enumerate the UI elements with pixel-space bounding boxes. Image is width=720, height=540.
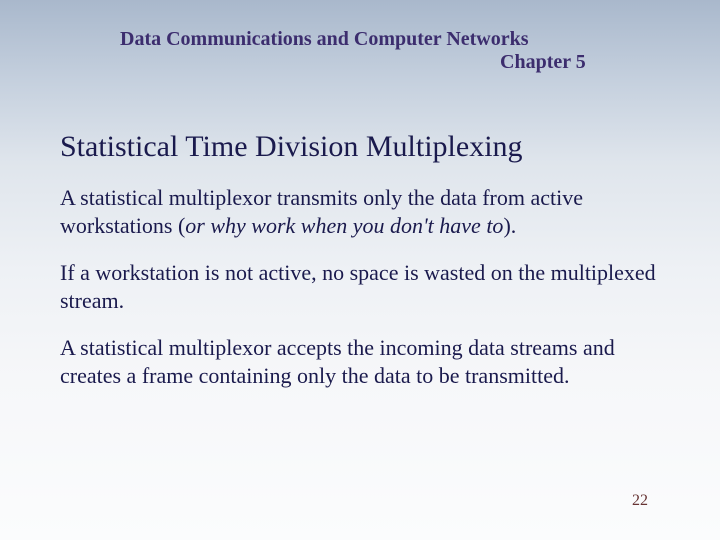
slide-title: Statistical Time Division Multiplexing: [60, 130, 660, 164]
paragraph-3: A statistical multiplexor accepts the in…: [60, 334, 660, 389]
slide-header: Data Communications and Computer Network…: [60, 0, 660, 74]
paragraph-1: A statistical multiplexor transmits only…: [60, 184, 660, 239]
slide: Data Communications and Computer Network…: [0, 0, 720, 540]
para1-italic: or why work when you don't have to: [185, 213, 503, 238]
para1-text-b: ).: [503, 213, 516, 238]
header-course-title: Data Communications and Computer Network…: [120, 28, 660, 51]
header-chapter: Chapter 5: [500, 51, 660, 74]
paragraph-2: If a workstation is not active, no space…: [60, 259, 660, 314]
slide-body: A statistical multiplexor transmits only…: [60, 184, 660, 389]
page-number: 22: [632, 492, 648, 510]
